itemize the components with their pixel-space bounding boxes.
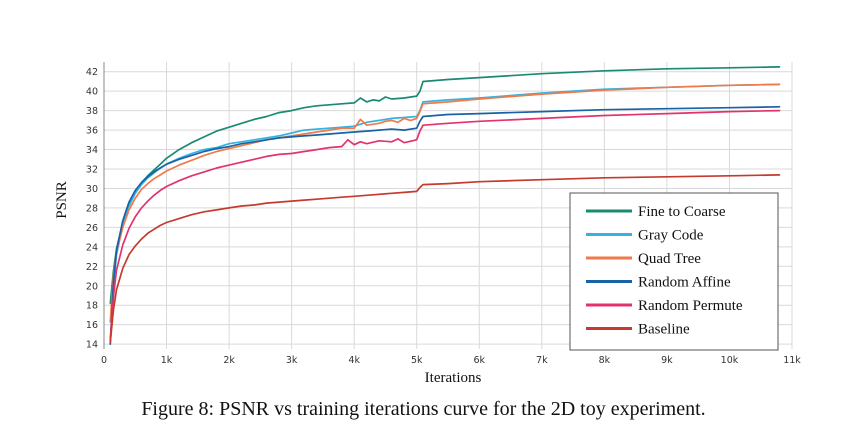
series-line-quad-tree	[109, 83, 781, 323]
legend-label: Baseline	[638, 322, 690, 338]
x-tick-label: 1k	[161, 355, 173, 366]
y-tick-label: 32	[86, 165, 98, 176]
x-tick-label: 4k	[348, 355, 360, 366]
y-tick-label: 38	[86, 106, 98, 117]
psnr-line-chart: 0 1k 2k 3k 4k 5k 6k 7k 8k 9k 10k 11k 14 16 18 20 22 24 26 2…	[54, 62, 801, 386]
y-tick-label: 22	[86, 262, 98, 273]
x-tick-label: 9k	[661, 355, 673, 366]
series-line-random-permute	[109, 109, 781, 341]
y-tick-label: 36	[86, 126, 98, 137]
x-tick-label: 11k	[783, 355, 801, 366]
x-tick-label: 8k	[599, 355, 611, 366]
x-tick-label: 10k	[721, 355, 739, 366]
y-tick-label: 30	[86, 184, 98, 195]
series-line-random-affine	[109, 105, 781, 345]
y-tick-label: 24	[86, 242, 98, 253]
series-line-baseline	[109, 174, 781, 344]
series-line-gray-code	[109, 83, 781, 344]
y-tick-label: 40	[86, 87, 98, 98]
legend-label: Fine to Coarse	[638, 204, 726, 220]
legend-label: Random Permute	[638, 298, 743, 314]
y-tick-label: 42	[86, 67, 98, 78]
y-tick-label: 18	[86, 301, 98, 312]
tick-label-layer: 0 1k 2k 3k 4k 5k 6k 7k 8k 9k 10k 11k 14 16 18 20 22 24 26 2…	[86, 67, 801, 366]
x-axis-title: Iterations	[425, 370, 482, 386]
y-tick-label: 14	[86, 340, 98, 351]
legend-box	[569, 192, 779, 351]
legend-label: Gray Code	[638, 228, 704, 244]
x-tick-label: 6k	[473, 355, 485, 366]
y-tick-label: 28	[86, 203, 98, 214]
y-tick-label: 20	[86, 281, 98, 292]
x-tick-label: 0	[101, 355, 107, 366]
x-tick-label: 7k	[536, 355, 548, 366]
y-tick-label: 16	[86, 320, 98, 331]
y-tick-label: 26	[86, 223, 98, 234]
y-axis-title: PSNR	[54, 181, 70, 219]
legend-label: Quad Tree	[638, 251, 701, 267]
figure-caption: Figure 8: PSNR vs training iterations cu…	[141, 398, 706, 420]
legend: Fine to Coarse Gray Code Quad Tree Random A…	[569, 192, 779, 351]
series-layer	[109, 66, 781, 345]
legend-label: Random Affine	[638, 275, 731, 291]
x-tick-label: 2k	[223, 355, 235, 366]
x-tick-label: 5k	[411, 355, 423, 366]
x-tick-label: 3k	[286, 355, 298, 366]
y-tick-label: 34	[86, 145, 98, 156]
